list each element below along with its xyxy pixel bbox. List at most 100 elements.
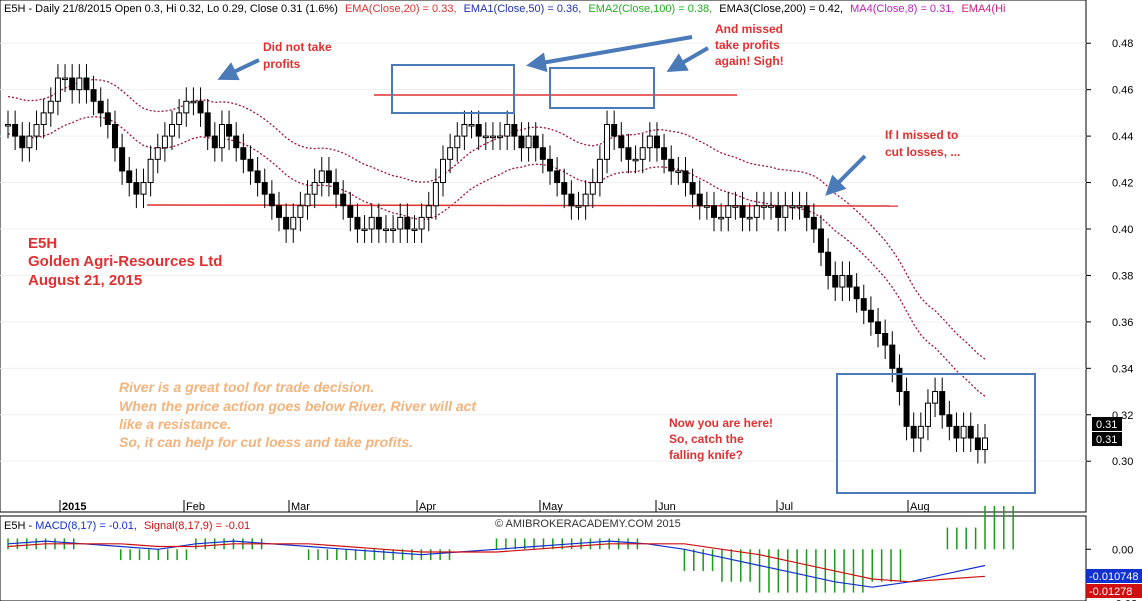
- candle-body: [311, 182, 318, 195]
- candle-body: [860, 298, 867, 311]
- ann-cut-1: If I missed to: [885, 128, 958, 142]
- candle-body: [397, 216, 404, 230]
- candle-body: [882, 332, 889, 346]
- header-ema3: EMA3(Close,200) = 0.42,: [719, 3, 843, 15]
- ann-now-3: falling knife?: [669, 448, 743, 462]
- candle-body: [418, 216, 425, 230]
- x-tick-label: Aug: [910, 501, 930, 513]
- candle-body: [718, 216, 725, 220]
- macd-line: [7, 540, 986, 588]
- ann-now-1: Now you are here!: [669, 416, 773, 430]
- candle-body: [190, 100, 197, 104]
- y-axis: 0.480.460.440.420.400.380.360.340.320.30: [1086, 38, 1133, 468]
- arrow-cut-losses: [825, 154, 867, 196]
- candle-body: [211, 135, 218, 149]
- candle-body: [732, 205, 739, 208]
- candle-body: [746, 216, 753, 220]
- candle-body: [889, 344, 896, 369]
- annotations: Did not take profits And missed take pro…: [263, 22, 960, 462]
- candle-body: [903, 391, 910, 427]
- candle-body: [411, 228, 418, 231]
- ann-did-not-take-2: profits: [263, 57, 301, 71]
- header-ema2: EMA2(Close,100) = 0.38,: [588, 3, 712, 15]
- candle-body: [126, 170, 133, 184]
- candle-body: [440, 158, 447, 184]
- candle-body: [596, 158, 603, 184]
- river-note-3: like a resistance.: [119, 416, 231, 432]
- candles: [5, 64, 988, 464]
- candle-body: [582, 193, 589, 207]
- candle-body: [475, 123, 482, 137]
- candle-body: [12, 123, 19, 137]
- candle-body: [632, 158, 639, 162]
- candle-body: [760, 205, 767, 208]
- candle-body: [825, 251, 832, 276]
- ann-missed-1: And missed: [715, 22, 783, 36]
- header-ema20: EMA(Close,20) = 0.33,: [345, 3, 457, 15]
- candle-body: [896, 367, 903, 393]
- price-badge-2: [1092, 432, 1122, 446]
- candle-body: [54, 77, 61, 102]
- candle-body: [454, 135, 461, 149]
- candle-body: [447, 147, 454, 160]
- candle-body: [318, 170, 325, 184]
- candle-body: [917, 425, 924, 439]
- macd-header: E5H - MACD(8,17) = -0.01, Signal(8,17,9)…: [4, 520, 250, 532]
- candle-body: [104, 112, 111, 125]
- candle-body: [867, 309, 874, 323]
- candle-body: [739, 205, 746, 218]
- candle-body: [589, 182, 596, 195]
- candle-body: [226, 123, 233, 137]
- candle-body: [946, 414, 953, 427]
- price-badge-2-text: 0.31: [1096, 434, 1117, 446]
- ann-missed-3: again! Sigh!: [715, 54, 784, 68]
- candle-body: [511, 123, 518, 137]
- ann-now-2: So, catch the: [669, 432, 744, 446]
- river-note-1: River is a great tool for trade decision…: [119, 379, 374, 395]
- y-tick-label: 0.36: [1112, 317, 1133, 329]
- candle-body: [240, 147, 247, 160]
- candle-body: [554, 170, 561, 184]
- candle-body: [974, 437, 981, 451]
- watermark: © AMIBROKERACADEMY.COM 2015: [495, 518, 681, 530]
- candle-body: [468, 123, 475, 127]
- ann-missed-2: take profits: [715, 38, 780, 52]
- river-note-2: When the price action goes below River, …: [119, 398, 477, 414]
- y-tick-label: 0.34: [1112, 363, 1133, 375]
- candle-body: [575, 205, 582, 208]
- macd-prefix: E5H -: [4, 520, 35, 532]
- candle-body: [233, 135, 240, 149]
- candle-body: [853, 286, 860, 300]
- x-axis: 2015 Feb Mar Apr May Jun Jul Aug: [59, 500, 930, 513]
- candle-body: [875, 321, 882, 334]
- candle-body: [482, 135, 489, 139]
- header-line: E5H - Daily 21/8/2015 Open 0.3, Hi 0.32,…: [4, 3, 1005, 15]
- candle-body: [425, 205, 432, 218]
- candle-body: [810, 216, 817, 230]
- header-ticker: E5H - Daily 21/8/2015 Open 0.3, Hi 0.32,…: [4, 3, 338, 15]
- info-ticker: E5H: [28, 235, 57, 252]
- x-tick-label: Apr: [419, 501, 436, 513]
- candle-body: [561, 182, 568, 195]
- candle-body: [161, 135, 168, 149]
- candle-body: [111, 123, 118, 149]
- candle-body: [304, 193, 311, 207]
- river-lines: [7, 78, 986, 397]
- candle-body: [62, 77, 69, 81]
- candle-body: [361, 228, 368, 231]
- price-badge-1: [1092, 417, 1122, 431]
- macd-badge: [1086, 569, 1142, 583]
- y-tick-label: 0.40: [1112, 224, 1133, 236]
- header-ema4: EMA4(Hi: [961, 3, 1005, 15]
- candle-body: [90, 89, 97, 102]
- arrow-did-not-take: [217, 58, 260, 81]
- candle-body: [325, 170, 332, 184]
- candle-body: [675, 170, 682, 173]
- candle-body: [275, 205, 282, 218]
- ann-cut-2: cut losses, ...: [885, 145, 960, 159]
- info-date: August 21, 2015: [28, 272, 142, 289]
- candle-body: [967, 425, 974, 439]
- candle-body: [133, 182, 140, 195]
